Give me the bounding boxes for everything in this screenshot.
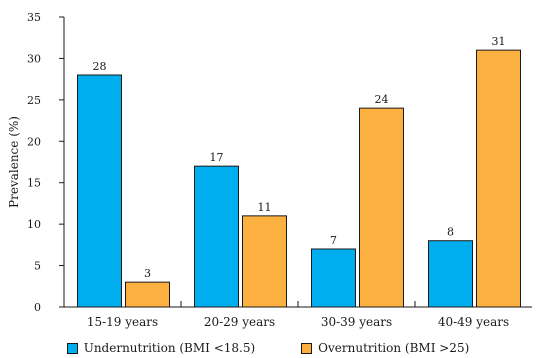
y-tick-label: 25: [27, 94, 41, 107]
legend-item-undernutrition: Undernutrition (BMI <18.5): [66, 341, 256, 355]
data-label-overnutrition: 24: [375, 93, 389, 106]
y-tick-label: 20: [27, 135, 41, 148]
bar-undernutrition: [194, 165, 239, 308]
legend: Undernutrition (BMI <18.5) Overnutrition…: [0, 338, 536, 358]
bar-undernutrition: [77, 74, 122, 308]
data-label-undernutrition: 8: [447, 226, 454, 239]
y-tick-label: 0: [34, 301, 41, 314]
x-tick-label: 40-49 years: [438, 315, 509, 329]
data-label-undernutrition: 28: [93, 60, 107, 73]
y-axis: 0 5 10 15 20 25 30 35: [27, 11, 65, 314]
y-tick-label: 5: [34, 260, 41, 273]
bar-undernutrition: [311, 248, 356, 308]
data-label-overnutrition: 3: [144, 267, 151, 280]
data-labels: 28 3 17 11 7 24 8 31: [93, 35, 506, 280]
y-tick-label: 15: [27, 177, 41, 190]
legend-item-overnutrition: Overnutrition (BMI >25): [301, 341, 469, 355]
y-tick-label: 35: [27, 11, 41, 24]
x-tick-label: 30-39 years: [321, 315, 392, 329]
bar-chart: 0 5 10 15 20 25 30 35 15-19 years 20-29 years 30-…: [7, 11, 532, 329]
x-tick-label: 20-29 years: [204, 315, 275, 329]
y-axis-title: Prevalence (%): [7, 116, 21, 208]
legend-swatch-overnutrition: [301, 342, 313, 354]
y-tick-label: 10: [27, 218, 41, 231]
legend-swatch-undernutrition: [66, 342, 78, 354]
y-tick-label: 30: [27, 52, 41, 65]
bar-undernutrition: [428, 240, 473, 308]
bar-overnutrition: [125, 281, 170, 308]
bar-overnutrition: [359, 107, 404, 308]
legend-label-undernutrition: Undernutrition (BMI <18.5): [83, 341, 256, 355]
data-label-undernutrition: 17: [210, 151, 224, 164]
x-tick-label: 15-19 years: [87, 315, 158, 329]
data-label-overnutrition: 31: [492, 35, 506, 48]
legend-label-overnutrition: Overnutrition (BMI >25): [318, 341, 470, 355]
data-label-undernutrition: 7: [330, 234, 337, 247]
data-label-overnutrition: 11: [258, 201, 272, 214]
bar-overnutrition: [476, 49, 521, 308]
bars: [77, 49, 521, 308]
bar-overnutrition: [242, 215, 287, 308]
